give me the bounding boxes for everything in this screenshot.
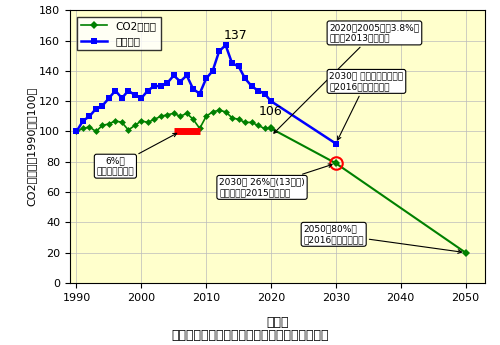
Text: 2020年2005年比3.8%減
（日本2013年表明）: 2020年2005年比3.8%減 （日本2013年表明）: [274, 23, 420, 133]
Text: 2030年 家庭部門４０％減
（2016年閣議決定）: 2030年 家庭部門４０％減 （2016年閣議決定）: [330, 72, 404, 140]
X-axis label: 西暦年: 西暦年: [266, 316, 289, 328]
Text: 温室効果ガスインベントリオフィス等より作成: 温室効果ガスインベントリオフィス等より作成: [171, 328, 329, 342]
Text: 106: 106: [259, 105, 283, 118]
Legend: CO2排出量, 家庭部門: CO2排出量, 家庭部門: [78, 17, 161, 50]
Text: 137: 137: [224, 29, 247, 42]
Text: 6%減
（京都議定書）: 6%減 （京都議定書）: [96, 134, 176, 176]
Text: 2050年80%減
（2016年閣議決定）: 2050年80%減 （2016年閣議決定）: [304, 225, 462, 253]
Text: 2030年 26%減(13年比)
（パリ協关2015年表明）: 2030年 26%減(13年比) （パリ協关2015年表明）: [219, 164, 332, 197]
Y-axis label: CO2排出量（1990年＝100）: CO2排出量（1990年＝100）: [26, 87, 36, 206]
